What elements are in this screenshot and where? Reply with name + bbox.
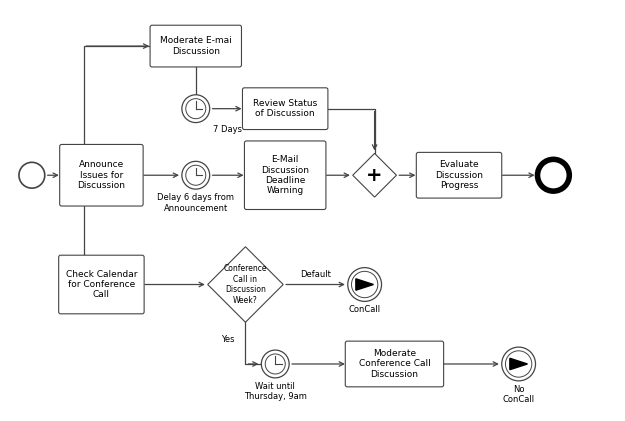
FancyBboxPatch shape [59, 255, 144, 314]
Polygon shape [356, 279, 373, 290]
FancyBboxPatch shape [416, 152, 502, 198]
Text: Wait until
Thursday, 9am: Wait until Thursday, 9am [244, 382, 307, 401]
FancyBboxPatch shape [242, 88, 328, 130]
Text: 7 Days: 7 Days [213, 125, 242, 133]
Circle shape [261, 350, 289, 378]
Text: Default: Default [300, 270, 331, 279]
Polygon shape [352, 153, 396, 197]
Text: Review Status
of Discussion: Review Status of Discussion [253, 99, 318, 118]
Text: Moderate E-mai
Discussion: Moderate E-mai Discussion [160, 36, 232, 56]
Circle shape [182, 161, 209, 189]
Circle shape [348, 268, 381, 301]
Text: Evaluate
Discussion
Progress: Evaluate Discussion Progress [435, 160, 483, 190]
FancyBboxPatch shape [244, 141, 326, 210]
Text: Yes: Yes [221, 335, 234, 344]
Circle shape [265, 354, 285, 374]
Circle shape [502, 347, 536, 381]
Polygon shape [510, 358, 528, 370]
Text: No
ConCall: No ConCall [503, 385, 535, 404]
Text: Moderate
Conference Call
Discussion: Moderate Conference Call Discussion [359, 349, 431, 379]
Text: E-Mail
Discussion
Deadline
Warning: E-Mail Discussion Deadline Warning [261, 155, 309, 195]
Circle shape [186, 165, 206, 185]
Text: ConCall: ConCall [349, 305, 381, 314]
FancyBboxPatch shape [150, 25, 241, 67]
Polygon shape [208, 247, 283, 322]
Circle shape [182, 95, 209, 123]
Text: +: + [366, 166, 383, 185]
Circle shape [186, 99, 206, 119]
Circle shape [506, 351, 532, 377]
Circle shape [538, 159, 569, 191]
FancyBboxPatch shape [59, 144, 143, 206]
Circle shape [351, 272, 378, 298]
Circle shape [19, 163, 45, 188]
Text: Announce
Issues for
Discussion: Announce Issues for Discussion [78, 160, 126, 190]
FancyBboxPatch shape [345, 341, 444, 387]
Text: Delay 6 days from
Announcement: Delay 6 days from Announcement [158, 193, 234, 213]
Text: Conference
Call in
Discussion
Week?: Conference Call in Discussion Week? [224, 264, 268, 305]
Text: Check Calendar
for Conference
Call: Check Calendar for Conference Call [66, 269, 137, 299]
